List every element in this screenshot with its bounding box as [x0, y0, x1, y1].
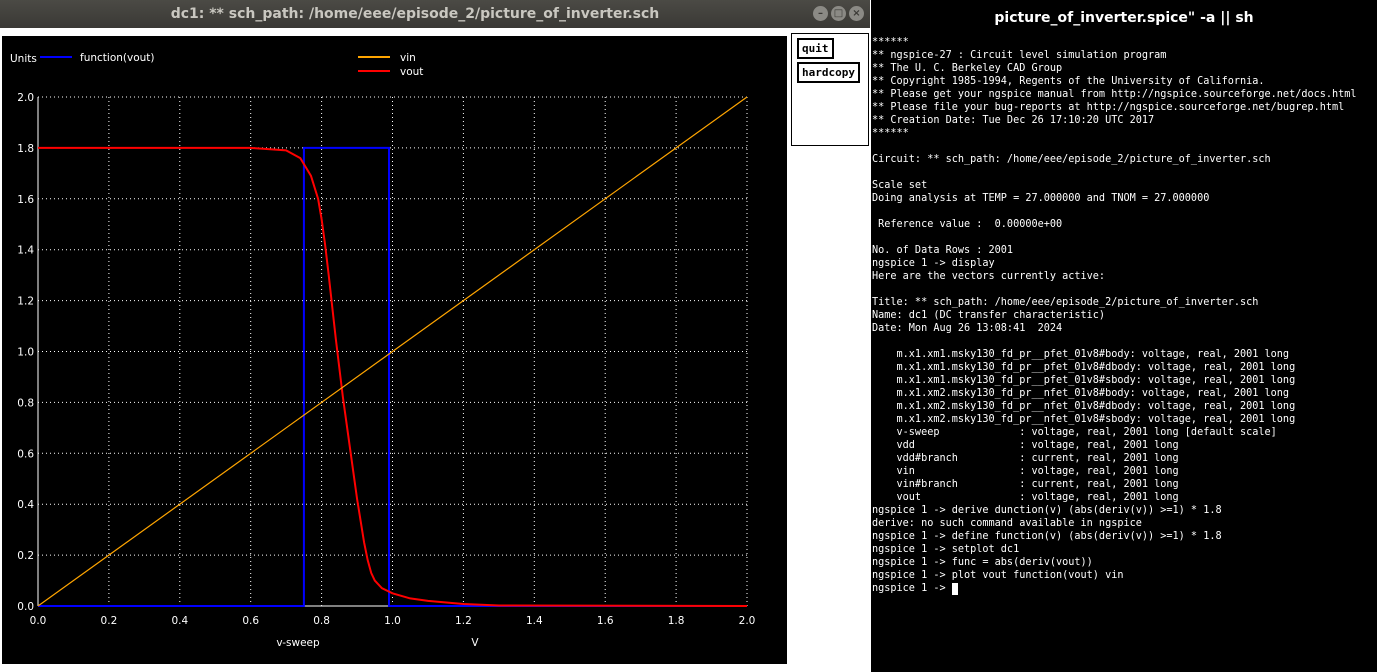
y-tick-label: 2.0: [17, 92, 34, 104]
terminal-titlebar[interactable]: picture_of_inverter.spice" -a || sh: [871, 0, 1377, 36]
x-tick-label: 0.0: [30, 615, 47, 627]
series-line-vin: [37, 96, 748, 607]
terminal-line: ******: [872, 37, 909, 48]
terminal-line: m.x1.xm2.msky130_fd_pr__nfet_01v8#body: …: [872, 388, 1290, 399]
minimize-icon[interactable]: –: [813, 6, 828, 21]
terminal-line: vdd#branch : current, real, 2001 long: [872, 453, 1179, 464]
terminal-line: ngspice 1 -> define function(v) (abs(der…: [872, 531, 1222, 542]
terminal-prompt-line[interactable]: ngspice 1 ->: [872, 582, 1377, 595]
series-line-vout: [38, 146, 748, 607]
x-tick-label: 1.2: [455, 615, 472, 627]
legend-label: vin: [400, 52, 416, 64]
terminal-line: [872, 335, 1377, 348]
terminal-line: vdd : voltage, real, 2001 long: [872, 440, 1179, 451]
x-tick-label: 0.8: [313, 615, 330, 627]
x-tick-label: 1.6: [597, 615, 614, 627]
terminal-line: Title: ** sch_path: /home/eee/episode_2/…: [872, 297, 1259, 308]
plot-button-panel: quit hardcopy: [791, 33, 869, 146]
terminal-line: derive: no such command available in ngs…: [872, 518, 1142, 529]
plot-canvas[interactable]: 0.0 0.2 0.4 0.6 0.8 1.0 1.2 1.4 1.6 1.8 2.0 0.0 0.2 0…: [2, 36, 787, 664]
terminal-line: Date: Mon Aug 26 13:08:41 2024: [872, 323, 1063, 334]
terminal-line: ******: [872, 128, 909, 139]
terminal-line: [872, 231, 1377, 244]
y-tick-label: 0.0: [17, 601, 34, 613]
terminal-line: Here are the vectors currently active:: [872, 271, 1106, 282]
terminal-line: ** Please file your bug-reports at http:…: [872, 102, 1345, 113]
terminal-line: ** Creation Date: Tue Dec 26 17:10:20 UT…: [872, 115, 1155, 126]
y-tick-label: 1.4: [17, 245, 34, 257]
y-tick-label: 0.2: [17, 550, 34, 562]
x-tick-label: 0.2: [101, 615, 118, 627]
terminal-line: ** ngspice-27 : Circuit level simulation…: [872, 50, 1167, 61]
terminal-line: ngspice 1 -> func = abs(deriv(vout)): [872, 557, 1093, 568]
terminal-window[interactable]: picture_of_inverter.spice" -a || sh ****…: [871, 0, 1377, 672]
x-tick-label: 1.0: [384, 615, 401, 627]
terminal-line: vout : voltage, real, 2001 long: [872, 492, 1179, 503]
terminal-line: Name: dc1 (DC transfer characteristic): [872, 310, 1106, 321]
hardcopy-button[interactable]: hardcopy: [797, 62, 860, 83]
terminal-prompt: ngspice 1 ->: [872, 583, 952, 594]
terminal-title: picture_of_inverter.spice" -a || sh: [994, 10, 1254, 26]
y-tick-label: 1.0: [17, 347, 34, 359]
terminal-line: vin#branch : current, real, 2001 long: [872, 479, 1179, 490]
plot-window: dc1: ** sch_path: /home/eee/episode_2/pi…: [0, 0, 870, 664]
plot-window-title: dc1: ** sch_path: /home/eee/episode_2/pi…: [170, 6, 660, 22]
x-tick-label: 0.6: [242, 615, 259, 627]
terminal-line: ** Please get your ngspice manual from h…: [872, 89, 1357, 100]
x-tick-label: 2.0: [739, 615, 756, 627]
terminal-line: ** Copyright 1985-1994, Regents of the U…: [872, 76, 1265, 87]
maximize-icon[interactable]: □: [831, 6, 846, 21]
terminal-cursor: [951, 583, 958, 595]
terminal-line: m.x1.xm1.msky130_fd_pr__pfet_01v8#body: …: [872, 349, 1290, 360]
close-icon[interactable]: ×: [849, 6, 864, 21]
x-axis-unit: V: [471, 637, 479, 649]
plot-window-titlebar[interactable]: dc1: ** sch_path: /home/eee/episode_2/pi…: [0, 0, 870, 28]
terminal-line: v-sweep : voltage, real, 2001 long [defa…: [872, 427, 1277, 438]
terminal-line: Circuit: ** sch_path: /home/eee/episode_…: [872, 154, 1271, 165]
x-tick-label: 0.4: [171, 615, 188, 627]
terminal-line: [872, 283, 1377, 296]
terminal-line: ngspice 1 -> derive dunction(v) (abs(der…: [872, 505, 1222, 516]
terminal-line: No. of Data Rows : 2001: [872, 245, 1014, 256]
x-axis-label: v-sweep: [276, 637, 320, 649]
terminal-line: m.x1.xm1.msky130_fd_pr__pfet_01v8#dbody:…: [872, 362, 1296, 373]
terminal-line: ngspice 1 -> setplot dc1: [872, 544, 1020, 555]
y-tick-label: 1.2: [17, 296, 34, 308]
terminal-output[interactable]: ****** ** ngspice-27 : Circuit level simu…: [872, 36, 1377, 672]
terminal-line: [872, 205, 1377, 218]
terminal-line: Doing analysis at TEMP = 27.000000 and T…: [872, 193, 1210, 204]
terminal-line: Reference value : 0.00000e+00: [872, 219, 1063, 230]
x-tick-label: 1.8: [668, 615, 685, 627]
terminal-line: ngspice 1 -> plot vout function(vout) vi…: [872, 570, 1124, 581]
x-tick-label: 1.4: [526, 615, 543, 627]
y-tick-label: 0.6: [17, 448, 34, 460]
terminal-line: ngspice 1 -> display: [872, 258, 995, 269]
y-tick-label: 1.8: [17, 143, 34, 155]
terminal-line: m.x1.xm2.msky130_fd_pr__nfet_01v8#sbody:…: [872, 414, 1296, 425]
series-line-function-vout-: [38, 146, 747, 607]
terminal-line: m.x1.xm1.msky130_fd_pr__pfet_01v8#sbody:…: [872, 375, 1296, 386]
terminal-line: Scale set: [872, 180, 928, 191]
plot-svg: 0.0 0.2 0.4 0.6 0.8 1.0 1.2 1.4 1.6 1.8 2.0 0.0 0.2 0…: [10, 52, 756, 649]
y-tick-label: 0.8: [17, 397, 34, 409]
terminal-line: m.x1.xm2.msky130_fd_pr__nfet_01v8#dbody:…: [872, 401, 1296, 412]
terminal-line: [872, 166, 1377, 179]
legend-label: vout: [400, 66, 423, 78]
legend-label: function(vout): [80, 52, 155, 64]
y-axis-label: Units: [10, 53, 37, 65]
quit-button[interactable]: quit: [797, 38, 834, 59]
terminal-line: vin : voltage, real, 2001 long: [872, 466, 1179, 477]
y-tick-label: 1.6: [17, 194, 34, 206]
terminal-line: ** The U. C. Berkeley CAD Group: [872, 63, 1063, 74]
y-tick-label: 0.4: [17, 499, 34, 511]
terminal-line: [872, 140, 1377, 153]
